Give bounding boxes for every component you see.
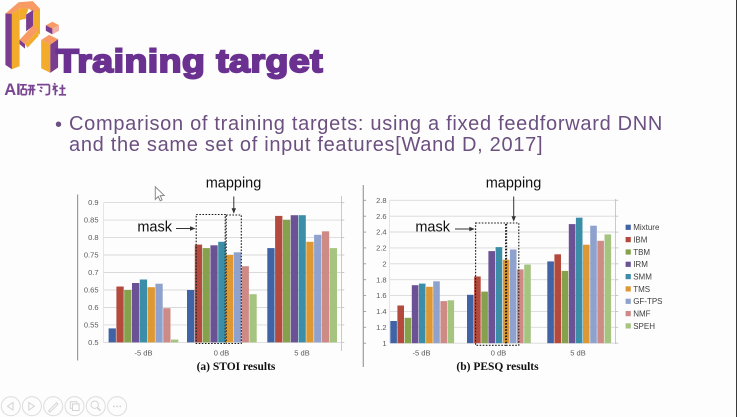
svg-text:mapping: mapping — [206, 176, 262, 192]
svg-text:0 dB: 0 dB — [214, 349, 229, 358]
svg-text:-5 dB: -5 dB — [135, 349, 153, 358]
svg-text:mask: mask — [137, 220, 172, 236]
svg-text:TMS: TMS — [633, 285, 650, 294]
svg-text:2: 2 — [382, 259, 386, 268]
svg-text:Mixture: Mixture — [633, 223, 660, 232]
svg-text:2.2: 2.2 — [376, 244, 386, 253]
svg-text:0.7: 0.7 — [88, 268, 98, 277]
svg-text:0.8: 0.8 — [88, 233, 98, 242]
svg-text:NMF: NMF — [633, 310, 650, 319]
svg-text:2.6: 2.6 — [376, 212, 386, 221]
svg-text:0.65: 0.65 — [84, 286, 99, 295]
svg-text:2.4: 2.4 — [376, 228, 386, 237]
svg-text:2.8: 2.8 — [376, 196, 386, 205]
svg-text:1.2: 1.2 — [376, 323, 386, 332]
svg-text:GF-TPS: GF-TPS — [633, 297, 662, 306]
svg-text:0.6: 0.6 — [88, 303, 98, 312]
svg-text:mapping: mapping — [486, 176, 542, 192]
svg-text:(b) PESQ results: (b) PESQ results — [456, 361, 539, 373]
svg-text:1.6: 1.6 — [376, 291, 386, 300]
svg-text:SMM: SMM — [633, 273, 652, 282]
svg-text:TBM: TBM — [633, 248, 650, 257]
svg-text:AI: AI — [4, 81, 21, 99]
svg-text:-5 dB: -5 dB — [413, 349, 431, 358]
svg-text:0.85: 0.85 — [84, 216, 99, 225]
svg-text:(a) STOI results: (a) STOI results — [197, 361, 276, 373]
svg-text:0.5: 0.5 — [88, 338, 98, 347]
svg-text:0.9: 0.9 — [88, 198, 98, 207]
svg-text:SPEH: SPEH — [633, 322, 655, 331]
svg-text:IBM: IBM — [633, 236, 648, 245]
svg-text:0 dB: 0 dB — [491, 349, 506, 358]
svg-text:1.4: 1.4 — [376, 307, 386, 316]
svg-text:0.75: 0.75 — [84, 251, 99, 260]
svg-text:mask: mask — [415, 220, 450, 236]
svg-text:IRM: IRM — [633, 260, 648, 269]
svg-text:0.55: 0.55 — [84, 321, 99, 330]
svg-text:1.8: 1.8 — [376, 275, 386, 284]
svg-text:5 dB: 5 dB — [294, 349, 309, 358]
svg-text:1: 1 — [382, 339, 386, 348]
svg-text:5 dB: 5 dB — [570, 349, 585, 358]
